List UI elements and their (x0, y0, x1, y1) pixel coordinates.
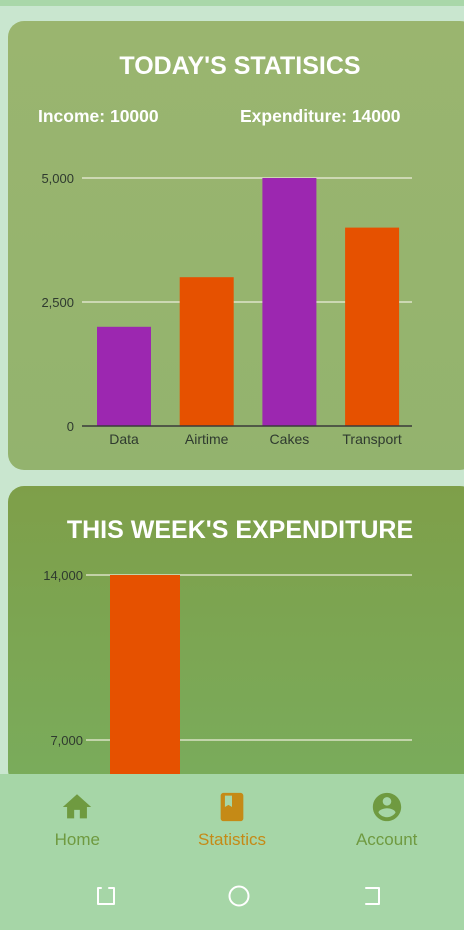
category-label: Data (109, 431, 139, 447)
y-tick-label: 5,000 (41, 171, 74, 186)
bar (179, 277, 234, 426)
category-label: Cakes (270, 431, 310, 447)
y-tick-label: 0 (67, 419, 74, 434)
bottom-navigation: Home Statistics Account (0, 774, 464, 860)
today-statistics-card: TODAY'S STATISICS Income: 10000 Expendit… (8, 21, 464, 470)
bar (110, 575, 180, 786)
today-statistics-title: TODAY'S STATISICS (119, 52, 361, 80)
nav-account-label: Account (355, 830, 418, 849)
nav-home[interactable]: Home (0, 774, 155, 860)
category-label: Airtime (185, 431, 229, 447)
nav-statistics[interactable]: Statistics (155, 774, 310, 860)
home-icon (63, 794, 92, 819)
today-bar-chart: 0 2,500 5,000 Data Airtime Cakes Transport (41, 171, 412, 447)
system-navigation-bar (0, 860, 464, 930)
y-tick-label: 14,000 (43, 568, 83, 583)
nav-statistics-label: Statistics (197, 830, 267, 849)
week-bar-chart: 7,000 14,000 (43, 568, 412, 786)
recent-apps-icon[interactable] (93, 883, 119, 909)
nav-account[interactable]: Account (309, 774, 464, 860)
bar (262, 178, 317, 426)
status-strip (0, 0, 464, 6)
nav-home-label: Home (54, 830, 101, 849)
home-circle-icon[interactable] (226, 883, 252, 909)
back-icon[interactable] (360, 883, 386, 909)
expenditure-value: Expenditure: 14000 (240, 106, 401, 126)
y-tick-label: 7,000 (50, 733, 83, 748)
book-icon (220, 792, 244, 822)
account-circle-icon (372, 792, 401, 822)
bar (97, 326, 151, 426)
y-tick-label: 2,500 (41, 295, 74, 310)
bar (345, 227, 400, 426)
week-expenditure-title: THIS WEEK'S EXPENDITURE (66, 516, 414, 544)
category-label: Transport (342, 431, 402, 447)
income-value: Income: 10000 (38, 106, 159, 126)
week-expenditure-card: THIS WEEK'S EXPENDITURE 7,000 14,000 (8, 486, 464, 786)
